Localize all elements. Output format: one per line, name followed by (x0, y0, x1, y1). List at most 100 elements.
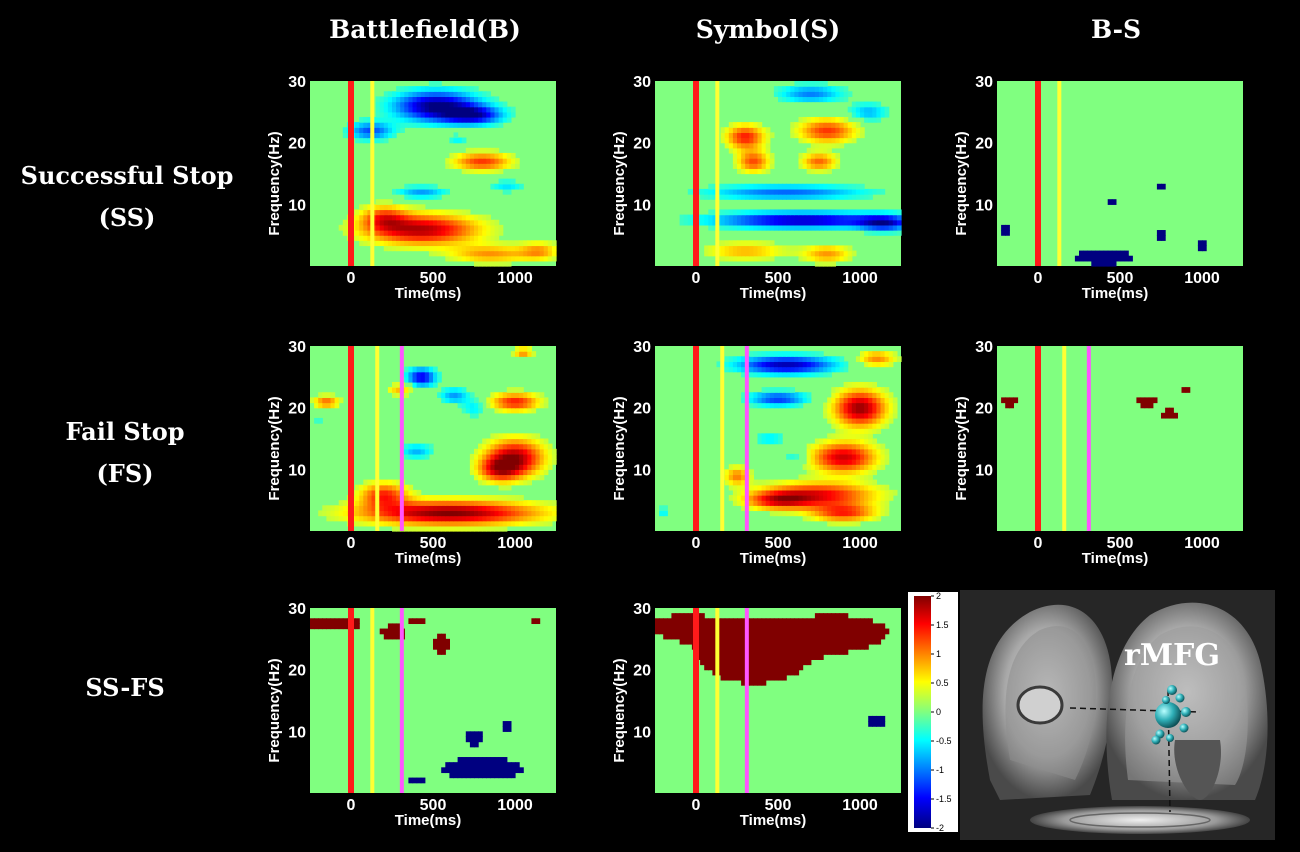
heatmap-cell (453, 762, 459, 768)
heatmap-cell (342, 127, 348, 133)
heatmap-cell (441, 106, 446, 113)
heatmap-cell (392, 628, 397, 635)
heatmap-cell (474, 96, 479, 103)
heatmap-cell (478, 111, 483, 118)
heatmap-cell (720, 638, 726, 645)
heatmap-cell (712, 628, 718, 635)
heatmap-cell (798, 91, 804, 98)
heatmap-cell (749, 638, 754, 645)
heatmap-cell (502, 116, 508, 123)
heatmap-cell (498, 500, 504, 506)
heatmap-cell (478, 520, 483, 527)
heatmap-cell (814, 443, 820, 450)
heatmap-cell (408, 525, 414, 532)
heatmap-cell (851, 132, 857, 139)
heatmap-cell (445, 91, 450, 98)
heatmap-cell (810, 628, 816, 635)
heatmap-cell (757, 137, 763, 144)
heatmap-cell (819, 255, 824, 262)
heatmap-cell (860, 417, 865, 424)
heatmap-cell (847, 245, 853, 252)
heatmap-cell (827, 86, 832, 92)
heatmap-cell (506, 433, 512, 440)
heatmap-cell (523, 464, 528, 470)
heatmap-cell (424, 366, 430, 373)
heatmap-cell (510, 397, 516, 404)
heatmap-cell (453, 397, 459, 404)
heatmap-cell (786, 402, 791, 409)
heatmap-cell (872, 489, 877, 496)
heatmap-cell (737, 142, 742, 149)
heatmap-cell (449, 500, 455, 506)
heatmap-cell (486, 122, 491, 128)
heatmap-cell (437, 86, 442, 92)
heatmap-cell (330, 397, 336, 404)
heatmap-cell (827, 510, 832, 517)
heatmap-cell (868, 448, 873, 455)
heatmap-cell (457, 757, 463, 763)
heatmap-cell (1136, 397, 1142, 404)
heatmap-cell (864, 459, 869, 465)
heatmap-cell (810, 371, 816, 378)
heatmap-cell (482, 235, 487, 241)
heatmap-cell (437, 214, 442, 221)
heatmap-cell (876, 397, 882, 404)
heatmap-cell (864, 387, 869, 393)
rmfg-label: rMFG (1124, 638, 1220, 673)
heatmap-cell (855, 520, 861, 527)
heatmap-cell (847, 127, 853, 133)
heatmap-cell (490, 474, 496, 481)
colorbar-tick-label: -0.5 (936, 736, 952, 746)
heatmap-cell (810, 91, 816, 98)
heatmap-cell (445, 214, 450, 221)
y-tick-label: 20 (633, 136, 651, 153)
heatmap-cell (806, 91, 812, 98)
heatmap-cell (855, 417, 861, 424)
heatmap-cell (502, 101, 508, 108)
heatmap-cell (383, 510, 389, 517)
heatmap-cell (547, 250, 553, 257)
heatmap-cell (408, 777, 414, 784)
heatmap-cell (737, 474, 742, 481)
heatmap-cell (478, 448, 483, 455)
heatmap-cell (839, 417, 845, 424)
heatmap-cell (469, 122, 475, 128)
heatmap-cell (761, 250, 767, 257)
heatmap-cell (823, 168, 828, 175)
heatmap-cell (519, 438, 524, 445)
heatmap-cell (498, 474, 504, 481)
heatmap-cell (465, 158, 471, 164)
heatmap-cell (449, 525, 455, 532)
row-header-ss-line1: Successful Stop (21, 161, 234, 190)
heatmap-cell (387, 500, 393, 506)
heatmap-cell (441, 397, 446, 404)
heatmap-cell (539, 500, 545, 506)
heatmap-cell (387, 387, 393, 393)
heatmap-cell (474, 230, 479, 236)
heatmap-cell (823, 91, 828, 98)
heatmap-cell (490, 392, 496, 398)
heatmap-cell (814, 448, 820, 455)
heatmap-cell (778, 188, 783, 195)
heatmap-cell (342, 230, 348, 236)
heatmap-cell (412, 376, 418, 383)
heatmap-cell (876, 423, 882, 429)
heatmap-cell (860, 633, 865, 640)
heatmap-cell (835, 423, 841, 429)
heatmap-cell (794, 371, 800, 378)
heatmap-cell (831, 96, 836, 103)
heatmap-cell (835, 188, 841, 195)
heatmap-cell (860, 106, 865, 113)
heatmap-cell (786, 669, 791, 676)
heatmap-cell (810, 245, 816, 252)
heatmap-cell (782, 402, 787, 409)
heatmap-cell (539, 245, 545, 252)
heatmap-cell (823, 505, 828, 512)
heatmap-cell (802, 623, 808, 630)
heatmap-cell (453, 772, 459, 779)
heatmap-cell (732, 188, 738, 195)
heatmap-cell (683, 219, 689, 226)
heatmap-cell (428, 101, 434, 108)
heatmap-cell (790, 633, 795, 640)
heatmap-cell (757, 643, 763, 650)
